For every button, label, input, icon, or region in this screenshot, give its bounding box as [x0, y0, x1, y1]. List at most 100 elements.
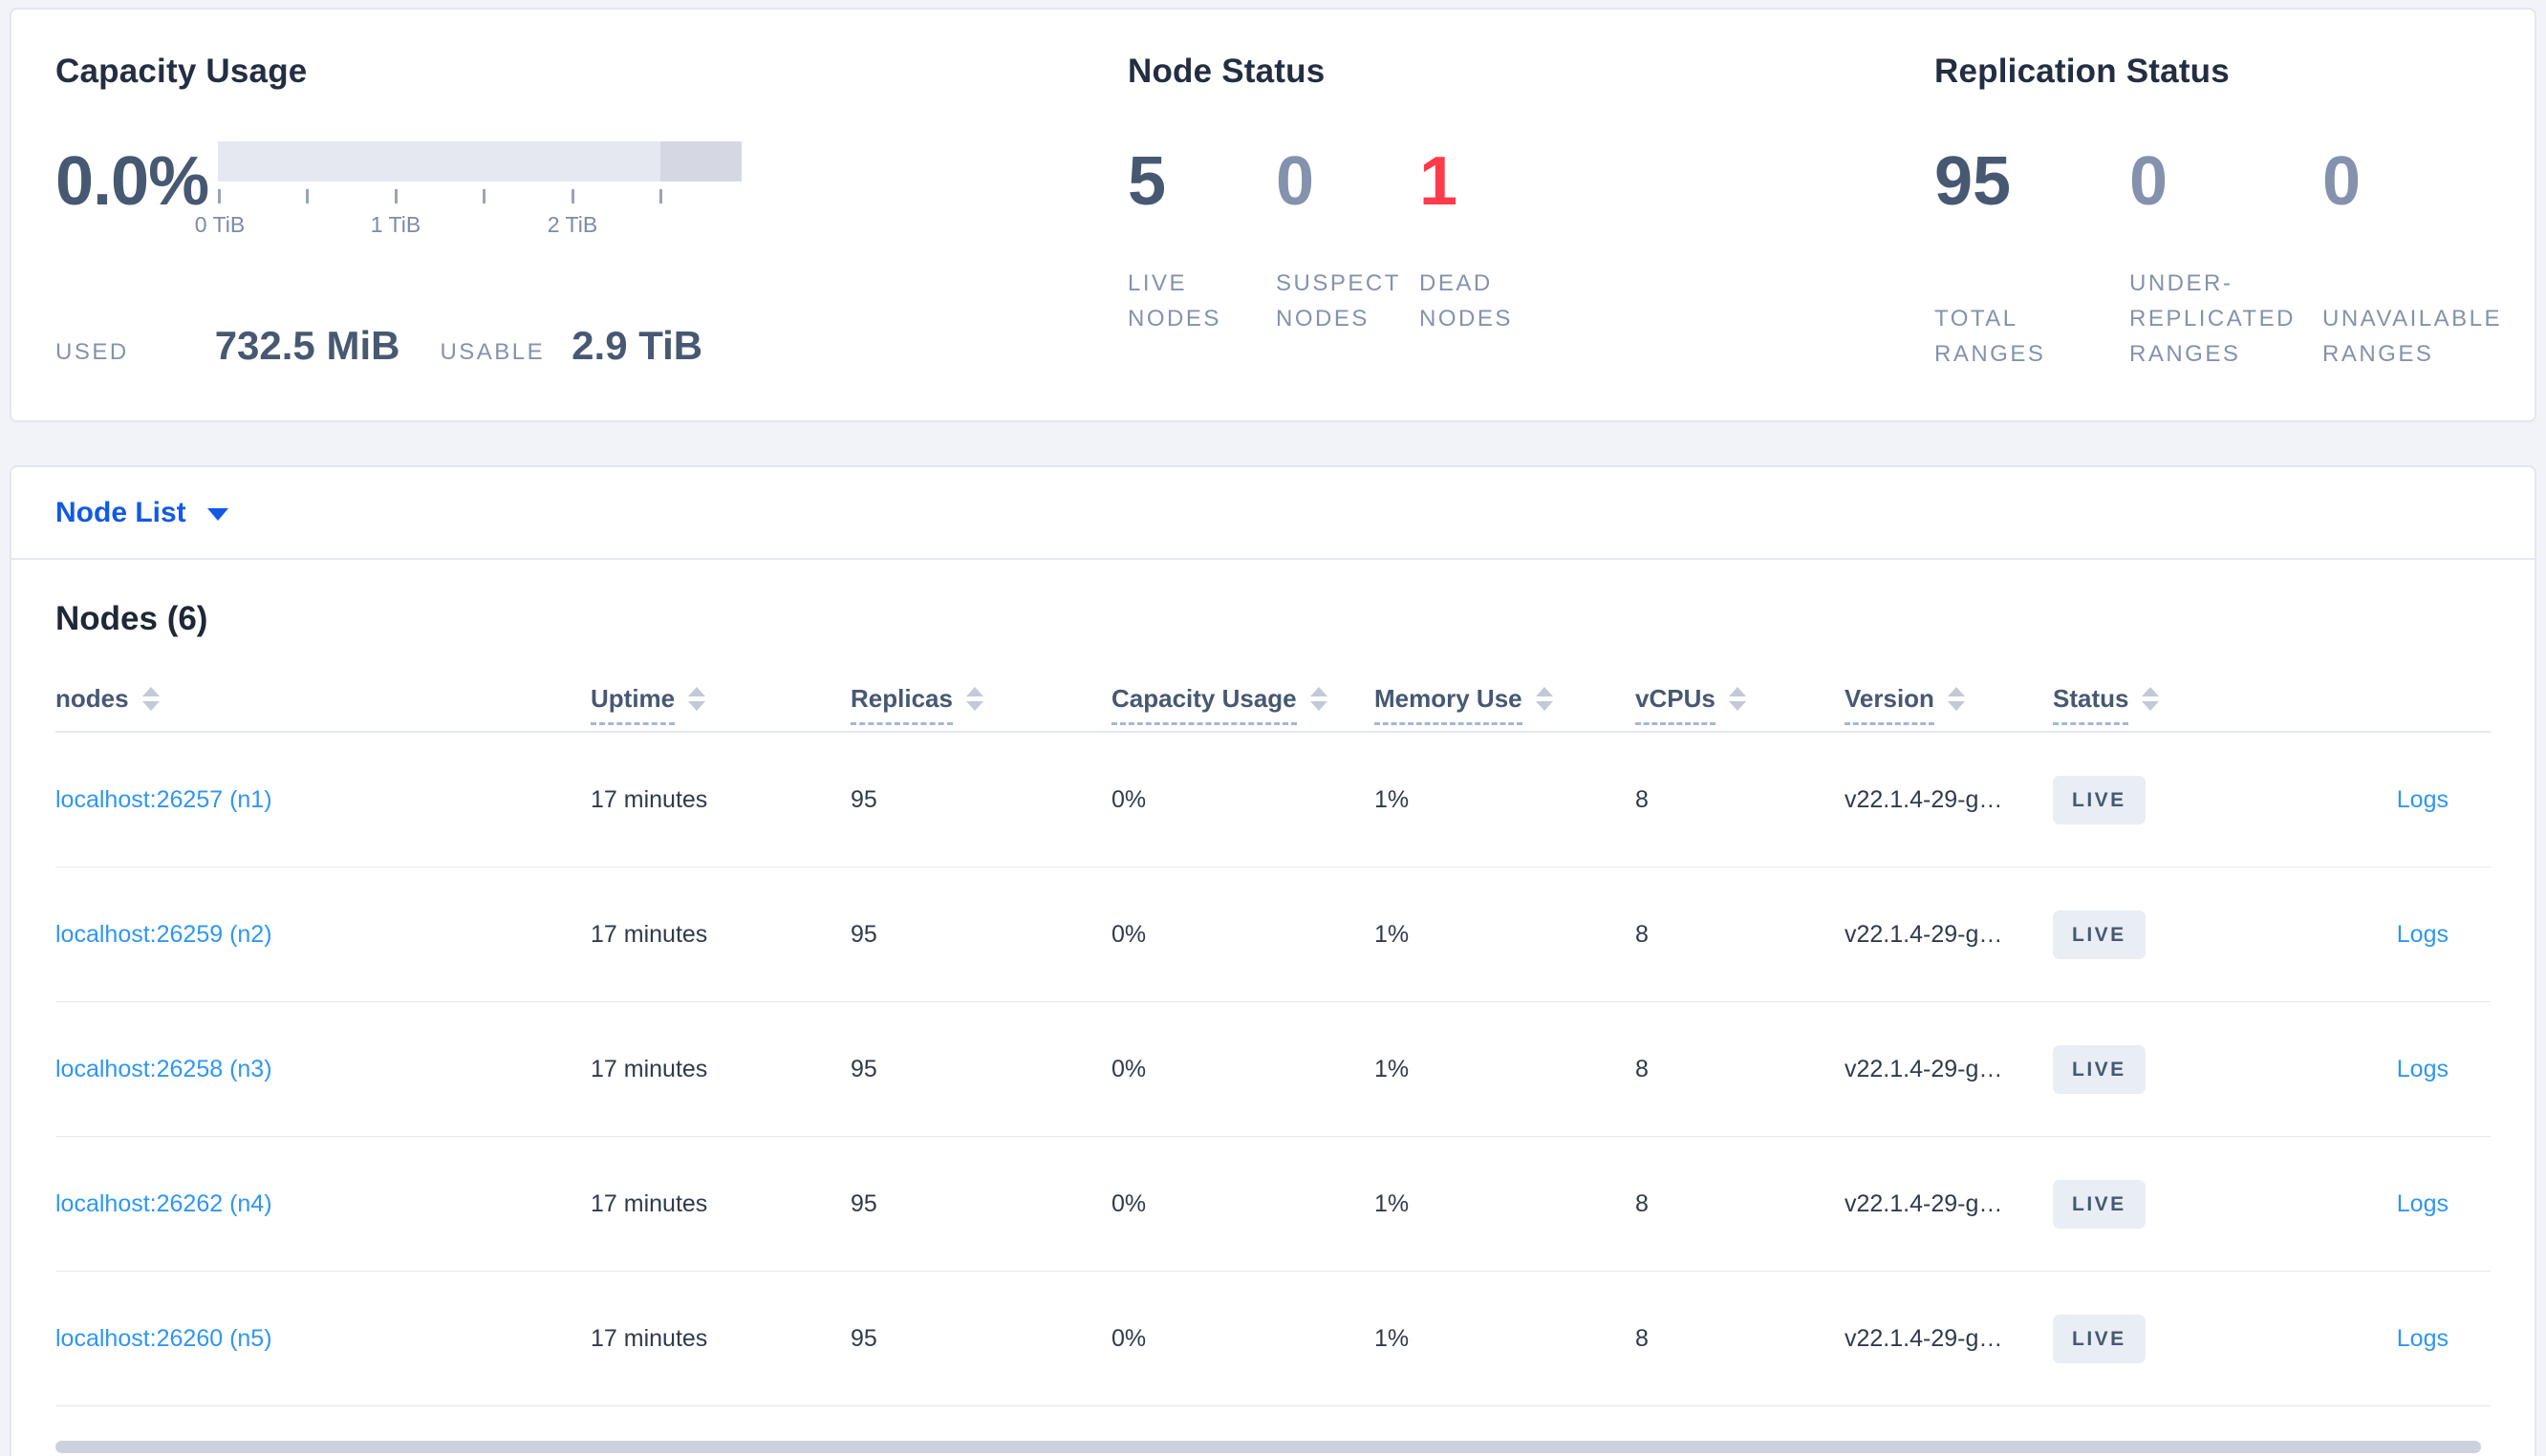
axis-tick: [306, 189, 309, 203]
column-header-status[interactable]: Status: [2053, 684, 2257, 726]
replicas-cell: 95: [851, 1324, 877, 1352]
vcpus-cell: 8: [1635, 1324, 1649, 1352]
capacity-percent-value: 0.0%: [55, 143, 209, 220]
nodes-section-title: Nodes (6): [55, 600, 208, 637]
replicas-cell: 95: [851, 1055, 877, 1082]
column-header-vcpus[interactable]: vCPUs: [1635, 684, 1845, 726]
sort-icon: [1947, 687, 1965, 712]
axis-tick-label: 1 TiB: [370, 212, 421, 237]
replication-status-title: Replication Status: [1934, 53, 2230, 90]
node-list-panel: Node List Nodes (6) nodes Uptime Replica…: [10, 465, 2536, 1456]
logs-link[interactable]: Logs: [2396, 920, 2449, 948]
capacity-cell: 0%: [1111, 1055, 1147, 1082]
column-header-nodes[interactable]: nodes: [55, 684, 591, 714]
logs-link[interactable]: Logs: [2396, 785, 2449, 813]
dead-nodes-count: 1: [1419, 143, 1458, 220]
cluster-summary-panel: Capacity Usage 0.0% 0 TiB 1 TiB 2 TiB: [10, 8, 2536, 422]
node-link[interactable]: localhost:26259 (n2): [55, 920, 272, 948]
table-row: localhost:26260 (n5) 17 minutes 95 0% 1%…: [55, 1272, 2491, 1407]
capacity-cell: 0%: [1111, 1189, 1147, 1217]
logs-link[interactable]: Logs: [2396, 1324, 2449, 1352]
vcpus-cell: 8: [1635, 920, 1649, 948]
replicas-cell: 95: [851, 920, 877, 948]
vcpus-cell: 8: [1635, 785, 1649, 813]
uptime-cell: 17 minutes: [591, 785, 708, 813]
replicas-cell: 95: [851, 785, 877, 813]
under-replicated-ranges-count: 0: [2129, 143, 2168, 220]
axis-tick: [218, 189, 221, 203]
capacity-bar: [218, 141, 742, 182]
capacity-cell: 0%: [1111, 1324, 1147, 1352]
capacity-bar-chart: 0 TiB 1 TiB 2 TiB: [195, 141, 742, 237]
node-link[interactable]: localhost:26258 (n3): [55, 1055, 272, 1082]
total-ranges-label: TOTAL RANGES: [1934, 306, 2046, 368]
sort-icon: [1535, 687, 1553, 712]
suspect-nodes-count: 0: [1276, 143, 1315, 220]
version-cell: v22.1.4-29-g…: [1845, 785, 2003, 813]
memory-cell: 1%: [1374, 1055, 1410, 1082]
vcpus-cell: 8: [1635, 1055, 1649, 1082]
uptime-cell: 17 minutes: [591, 920, 708, 948]
capacity-bar-reserved-segment: [659, 141, 742, 182]
capacity-usage-section: Capacity Usage 0.0% 0 TiB 1 TiB 2 TiB: [55, 52, 1128, 420]
status-badge: LIVE: [2053, 910, 2146, 959]
table-row: localhost:26257 (n1) 17 minutes 95 0% 1%…: [55, 733, 2491, 868]
column-header-uptime[interactable]: Uptime: [591, 684, 851, 726]
logs-link[interactable]: Logs: [2396, 1055, 2449, 1082]
memory-cell: 1%: [1374, 920, 1410, 948]
sort-icon: [688, 687, 706, 712]
suspect-nodes-label: SUSPECT NODES: [1276, 270, 1401, 332]
capacity-cell: 0%: [1111, 785, 1147, 813]
sort-icon: [1728, 687, 1746, 712]
node-link[interactable]: localhost:26260 (n5): [55, 1324, 272, 1352]
version-cell: v22.1.4-29-g…: [1845, 1055, 2003, 1082]
axis-tick-label: 2 TiB: [547, 212, 598, 237]
nodes-table-header: nodes Uptime Replicas Capacity Usage Mem…: [55, 684, 2491, 734]
node-status-section: Node Status 5 0 1 LIVE NODES SUSPECT NOD…: [1128, 52, 1934, 420]
column-header-capacity-usage[interactable]: Capacity Usage: [1111, 684, 1374, 726]
node-link[interactable]: localhost:26262 (n4): [55, 1189, 272, 1217]
replicas-cell: 95: [851, 1189, 877, 1217]
vcpus-cell: 8: [1635, 1189, 1649, 1217]
version-cell: v22.1.4-29-g…: [1845, 1324, 2003, 1352]
table-row: localhost:26262 (n4) 17 minutes 95 0% 1%…: [55, 1137, 2491, 1273]
usable-label: USABLE: [440, 339, 546, 365]
node-status-title: Node Status: [1128, 53, 1326, 90]
chevron-down-icon: [206, 508, 228, 521]
live-nodes-label: LIVE NODES: [1128, 270, 1221, 332]
uptime-cell: 17 minutes: [591, 1324, 708, 1352]
total-ranges-count: 95: [1934, 143, 2012, 220]
column-header-replicas[interactable]: Replicas: [851, 684, 1111, 726]
memory-cell: 1%: [1374, 1324, 1410, 1352]
memory-cell: 1%: [1374, 785, 1410, 813]
node-list-dropdown-label: Node List: [55, 496, 186, 528]
node-list-dropdown[interactable]: Node List: [11, 467, 2535, 560]
column-header-memory-use[interactable]: Memory Use: [1374, 684, 1635, 726]
table-row: localhost:26259 (n2) 17 minutes 95 0% 1%…: [55, 867, 2491, 1003]
logs-link[interactable]: Logs: [2396, 1189, 2449, 1217]
version-cell: v22.1.4-29-g…: [1845, 920, 2003, 948]
node-link[interactable]: localhost:26257 (n1): [55, 785, 272, 813]
axis-tick: [572, 189, 574, 203]
status-badge: LIVE: [2053, 1314, 2146, 1363]
version-cell: v22.1.4-29-g…: [1845, 1189, 2003, 1217]
sort-icon: [1309, 687, 1327, 712]
axis-tick: [395, 189, 398, 203]
sort-icon: [965, 687, 983, 712]
uptime-cell: 17 minutes: [591, 1189, 708, 1217]
unavailable-ranges-label: UNAVAILABLE RANGES: [2322, 306, 2503, 368]
sort-icon: [2142, 687, 2160, 712]
sort-icon: [141, 687, 160, 712]
column-header-version[interactable]: Version: [1845, 684, 2053, 726]
capacity-usage-title: Capacity Usage: [55, 53, 308, 90]
axis-tick: [483, 189, 485, 203]
capacity-cell: 0%: [1111, 920, 1147, 948]
dead-nodes-label: DEAD NODES: [1419, 270, 1513, 332]
used-label: USED: [55, 339, 129, 365]
axis-tick-label: 0 TiB: [194, 212, 246, 237]
horizontal-scrollbar[interactable]: [55, 1441, 2481, 1453]
replication-status-section: Replication Status 95 0 0 TOTAL RANGES U…: [1934, 52, 2502, 420]
capacity-axis: 0 TiB 1 TiB 2 TiB: [195, 182, 742, 237]
nodes-section: Nodes (6) nodes Uptime Replicas Capacity…: [11, 560, 2535, 1407]
under-replicated-ranges-label: UNDER-REPLICATED RANGES: [2129, 270, 2296, 368]
